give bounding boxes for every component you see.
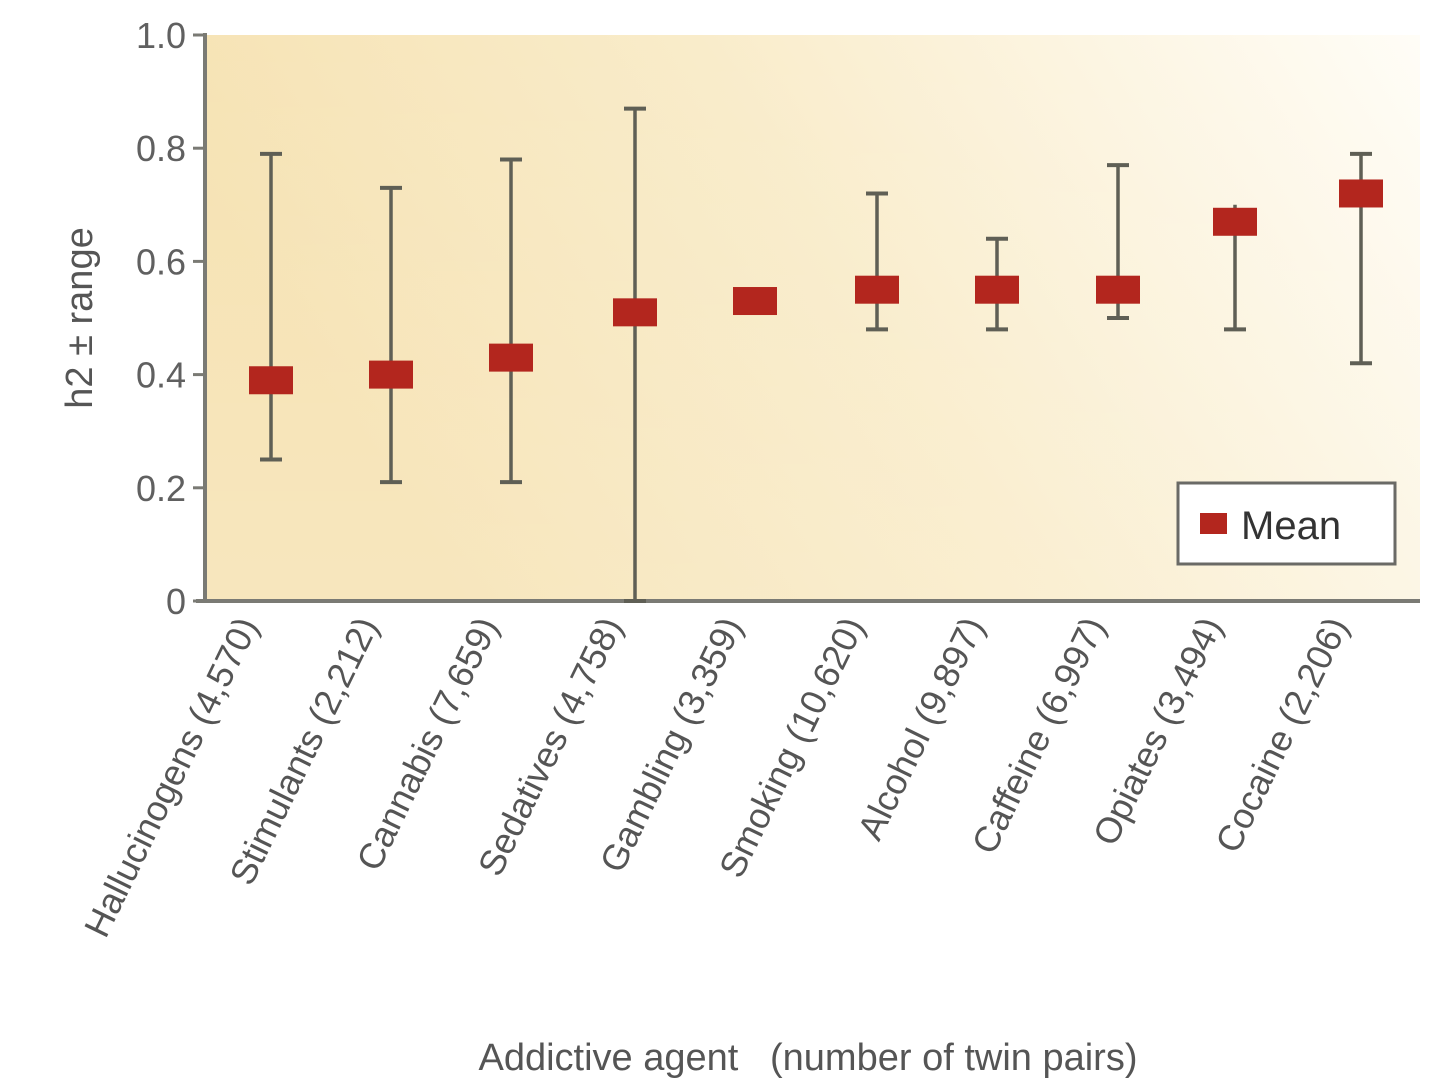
legend-mean-marker [1200,513,1227,534]
mean-marker [975,275,1019,304]
y-tick-label: 0.8 [136,128,186,169]
y-tick-label: 0.2 [136,468,186,509]
x-category-label: Opiates (3,494) [1085,611,1231,852]
data-point [855,191,899,332]
data-point [733,287,777,316]
mean-marker [1213,207,1257,236]
y-axis-title: h2 ± range [59,227,101,408]
x-category-label: Hallucinogens (4,570) [76,611,266,944]
data-point [369,185,413,485]
data-point [613,106,657,603]
y-axis: 0 0.2 0.4 0.6 0.8 1.0 [136,15,207,622]
legend-mean-label: Mean [1241,504,1341,548]
y-tick-label: 1.0 [136,15,186,56]
legend: Mean [1176,481,1397,566]
y-tick-label: 0.6 [136,241,186,282]
data-point [1213,204,1257,332]
mean-marker [733,287,777,316]
x-category-labels: Hallucinogens (4,570)Stimulants (2,212)C… [76,611,1356,944]
x-category-label: Alcohol (9,897) [849,611,992,847]
data-point [249,151,293,462]
x-axis-title: Addictive agent (number of twin pairs) [479,1037,1138,1079]
data-point [1339,151,1383,366]
data-point [489,157,533,485]
mean-marker [1339,179,1383,208]
y-tick-label: 0 [166,581,186,622]
data-point [1096,163,1140,320]
x-category-label: Cocaine (2,206) [1207,611,1356,859]
legend-box [1176,481,1397,566]
data-series [249,106,1383,603]
mean-marker [1096,275,1140,304]
mean-marker [369,360,413,389]
mean-marker [489,343,533,372]
y-tick-label: 0.4 [136,355,186,396]
mean-marker [249,366,293,395]
mean-marker [855,275,899,304]
mean-marker [613,298,657,327]
data-point [975,236,1019,332]
